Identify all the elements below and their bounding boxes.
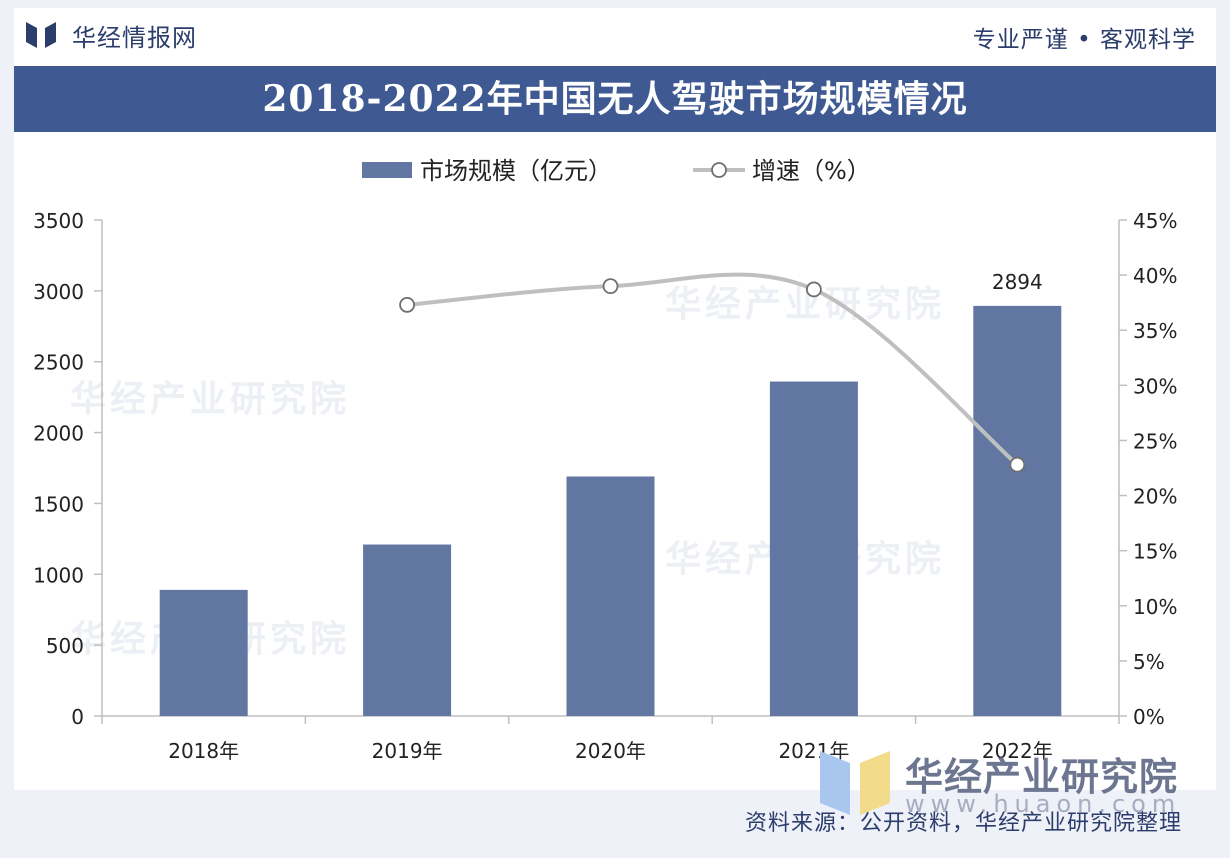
watermark-url: www.huaon.com (905, 790, 1182, 818)
y-tick-label-right: 30% (1133, 374, 1177, 398)
bar (566, 476, 655, 716)
y-tick-label-right: 5% (1133, 650, 1165, 674)
y-tick-label-left: 500 (46, 634, 84, 658)
y-tick-label-right: 15% (1133, 540, 1177, 564)
growth-point (1009, 456, 1026, 473)
bar (363, 544, 452, 716)
growth-point (399, 296, 416, 313)
y-tick-label-right: 10% (1133, 595, 1177, 619)
x-tick-label: 2019年 (372, 739, 443, 763)
y-tick-label-left: 3000 (33, 280, 84, 304)
y-tick-label-right: 35% (1133, 319, 1177, 343)
chart-title: 2018-2022年中国无人驾驶市场规模情况 (262, 78, 968, 120)
legend-label-line: 增速（%） (752, 157, 871, 185)
watermark-logo-icon (820, 751, 890, 815)
y-tick-label-right: 40% (1133, 264, 1177, 288)
x-tick-label: 2018年 (168, 739, 239, 763)
y-tick-label-left: 2000 (33, 422, 84, 446)
y-tick-label-right: 0% (1133, 705, 1165, 729)
y-tick-label-left: 3500 (33, 209, 84, 233)
y-tick-label-right: 20% (1133, 485, 1177, 509)
brand-logo-icon (26, 22, 56, 48)
legend-marker-line (711, 162, 727, 178)
bar-data-label: 2894 (992, 270, 1043, 294)
slogan: 专业严谨 • 客观科学 (972, 27, 1196, 53)
bar (159, 589, 248, 716)
growth-point (806, 281, 822, 298)
y-tick-label-right: 45% (1133, 209, 1177, 233)
legend-swatch-bar (362, 162, 412, 178)
source-note: 资料来源：公开资料，华经产业研究院整理 (744, 811, 1182, 836)
legend-label-bar: 市场规模（亿元） (420, 157, 612, 185)
y-tick-label-left: 0 (71, 705, 84, 729)
growth-line (406, 272, 1019, 467)
footer-bar (14, 790, 1216, 846)
y-tick-label-left: 1500 (33, 492, 84, 516)
y-tick-label-right: 25% (1133, 429, 1177, 453)
watermark-brand: 华经产业研究院 (905, 755, 1179, 799)
x-tick-label: 2020年 (575, 739, 646, 763)
bar (973, 305, 1062, 716)
growth-point (602, 278, 619, 295)
brand-name: 华经情报网 (72, 24, 197, 52)
y-tick-label-left: 1000 (33, 563, 84, 587)
x-tick-label: 2022年 (982, 739, 1053, 763)
header-bar (14, 8, 1216, 66)
y-tick-label-left: 2500 (33, 351, 84, 375)
bar (769, 381, 858, 716)
title-bar: 2018-2022年中国无人驾驶市场规模情况 (14, 66, 1216, 132)
